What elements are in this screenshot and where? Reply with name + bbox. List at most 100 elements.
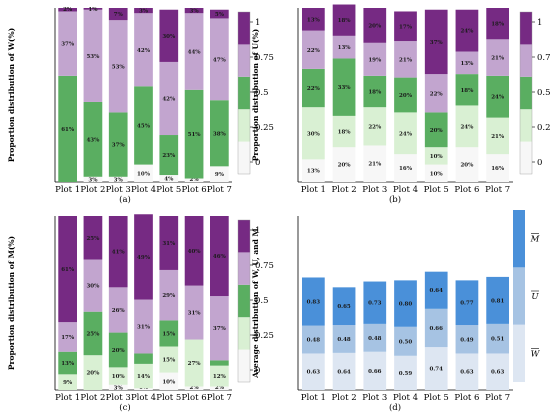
data-label: 22% <box>307 48 321 54</box>
x-tick-label: Plot 3 <box>106 393 131 403</box>
colorbar-tick-label: 0.5 <box>537 88 550 98</box>
data-label: 3% <box>114 385 124 391</box>
bar-segment <box>424 112 448 148</box>
colorbar-step <box>238 44 250 77</box>
data-label: 21% <box>399 57 413 63</box>
bar-segment <box>134 8 153 14</box>
bar-segment <box>363 145 387 182</box>
bar-segment <box>108 8 128 21</box>
x-tick-label: Plot 7 <box>485 185 510 195</box>
data-label: 0.50 <box>399 339 413 345</box>
data-label: 20% <box>368 23 382 29</box>
bar-segment <box>424 308 448 348</box>
colorbar-step <box>238 317 250 350</box>
data-label: 22% <box>368 124 382 130</box>
data-label: 0.66 <box>368 369 382 375</box>
bar-segment <box>134 353 153 364</box>
data-label: 0.80 <box>399 302 413 308</box>
x-tick-label: Plot 5 <box>424 185 449 195</box>
bar-segment <box>332 287 356 326</box>
bar-segment <box>424 164 448 182</box>
y-axis-label: Average distribution of W, U, and M <box>251 228 260 379</box>
data-label: 13% <box>307 17 321 23</box>
x-tick-label: Plot 6 <box>454 185 479 195</box>
bar-segment <box>332 58 356 116</box>
data-label: 24% <box>460 29 474 35</box>
data-label: 53% <box>112 64 126 70</box>
data-label: 20% <box>460 163 474 169</box>
data-label: 10% <box>162 379 176 385</box>
bar-segment <box>332 115 356 148</box>
x-tick-label: Plot 6 <box>182 185 207 195</box>
bar-segment <box>332 35 356 59</box>
colorbar-tick-label: 0.5 <box>255 296 269 306</box>
x-tick-label: Plot 3 <box>362 185 387 195</box>
bar-segment <box>159 135 179 176</box>
colorbar-step <box>238 12 250 45</box>
y-axis-label: Proportion distribution of M(%) <box>7 236 16 370</box>
data-label: 0.63 <box>460 370 474 376</box>
data-label: 18% <box>338 18 352 24</box>
bar-segment <box>363 281 387 324</box>
bar-segment <box>210 166 229 182</box>
data-label: 33% <box>338 85 352 91</box>
colorbar-step <box>238 349 250 382</box>
data-label: 1% <box>88 7 98 13</box>
data-label: 19% <box>368 57 382 63</box>
data-label: 27% <box>188 361 202 367</box>
bar-segment <box>332 4 356 36</box>
bar-segment <box>58 351 77 375</box>
data-label: 31% <box>188 311 202 317</box>
x-tick-label: Plot 2 <box>332 185 357 195</box>
data-label: 3% <box>190 9 200 15</box>
bar-segment <box>184 8 204 14</box>
bar-segment <box>301 353 325 390</box>
data-label: 10% <box>112 374 126 380</box>
x-tick-label: Plot 5 <box>424 393 449 403</box>
bar-segment <box>455 353 479 390</box>
colorbar-label: W <box>531 349 541 359</box>
y-axis-label: Proportion distribution of U(%) <box>251 29 260 161</box>
data-label: 10% <box>430 154 444 160</box>
bar-segment <box>83 259 103 312</box>
colorbar-tick-label: 0 <box>255 158 260 168</box>
data-label: 2% <box>63 7 73 13</box>
colorbar-tick-label: 0.5 <box>255 88 269 98</box>
colorbar-tick-label: 0.75 <box>255 53 274 63</box>
bar-segment <box>363 323 387 352</box>
data-label: 22% <box>307 86 321 92</box>
bar-segment <box>184 285 204 340</box>
bar-segment <box>363 75 387 108</box>
bar-segment <box>83 216 103 260</box>
data-label: 30% <box>307 131 321 137</box>
bar-segment <box>108 384 128 390</box>
data-label: 26% <box>112 308 126 314</box>
bar-segment <box>159 269 179 321</box>
data-label: 0.77 <box>460 301 474 307</box>
bar-segment <box>424 147 448 165</box>
data-label: 25% <box>86 331 100 337</box>
data-label: 16% <box>491 166 505 172</box>
colorbar-tick-label: 0 <box>255 366 260 376</box>
bar-segment <box>184 216 204 286</box>
bar-segment <box>301 159 325 182</box>
bar-segment <box>83 176 103 182</box>
bar-segment <box>134 388 153 390</box>
x-tick-label: Plot 3 <box>362 393 387 403</box>
chart-panel-b: 13% 30% 22% 22% 13% Plot 1 20% 18% 33% 13% 18% Plot… <box>251 4 550 205</box>
data-label: 20% <box>430 128 444 134</box>
data-label: 0.64 <box>430 288 444 294</box>
bar-segment <box>455 9 479 52</box>
bar-segment <box>108 112 128 177</box>
data-label: 2% <box>190 177 200 183</box>
bar-segment <box>134 299 153 354</box>
bar-segment <box>159 320 179 347</box>
bar-segment <box>394 77 417 113</box>
colorbar-frame <box>519 11 533 175</box>
data-label: 37% <box>430 40 444 46</box>
bar-segment <box>58 216 77 323</box>
colorbar-tick-label: 0.75 <box>537 53 550 63</box>
bar-segment <box>83 355 103 390</box>
x-tick-label: Plot 5 <box>156 393 181 403</box>
bar-segment <box>394 280 417 327</box>
